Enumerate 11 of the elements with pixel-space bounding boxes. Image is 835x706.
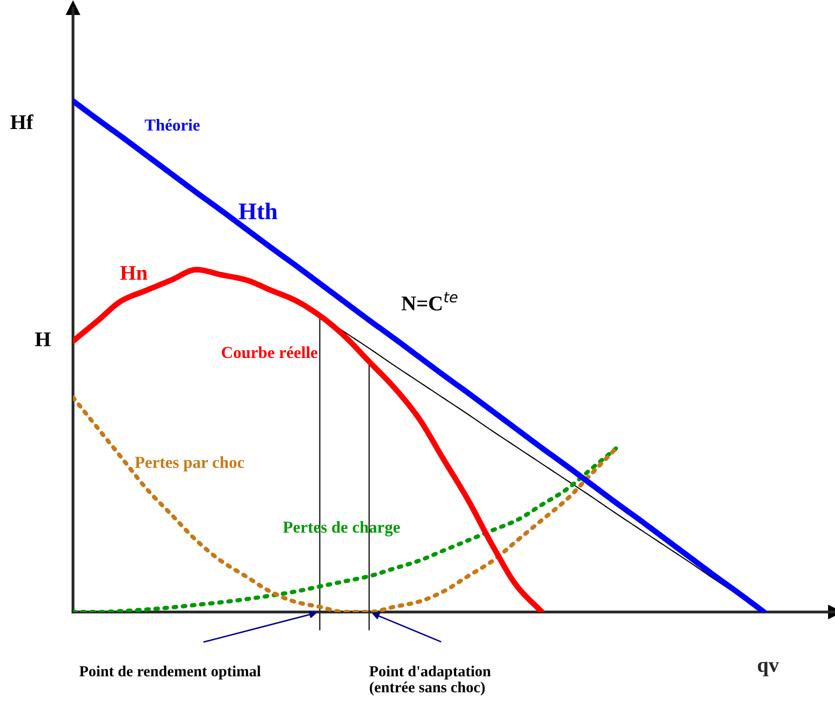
text: Point d'adaptation (entrée sans choc) [369, 666, 491, 696]
text: H [35, 332, 51, 346]
text: N=C$^{te}$ [402, 292, 458, 310]
annotation: Courbe réelle [222, 346, 318, 358]
annotation: Théorie [144, 118, 200, 131]
x-axis-title: qv [758, 662, 780, 676]
series-label: Hn [120, 266, 148, 280]
text: Point de rendement optimal [79, 666, 261, 680]
series-label: Hth [238, 202, 278, 220]
text: Hf [10, 114, 34, 130]
series-label: Pertes par choc [134, 456, 244, 472]
